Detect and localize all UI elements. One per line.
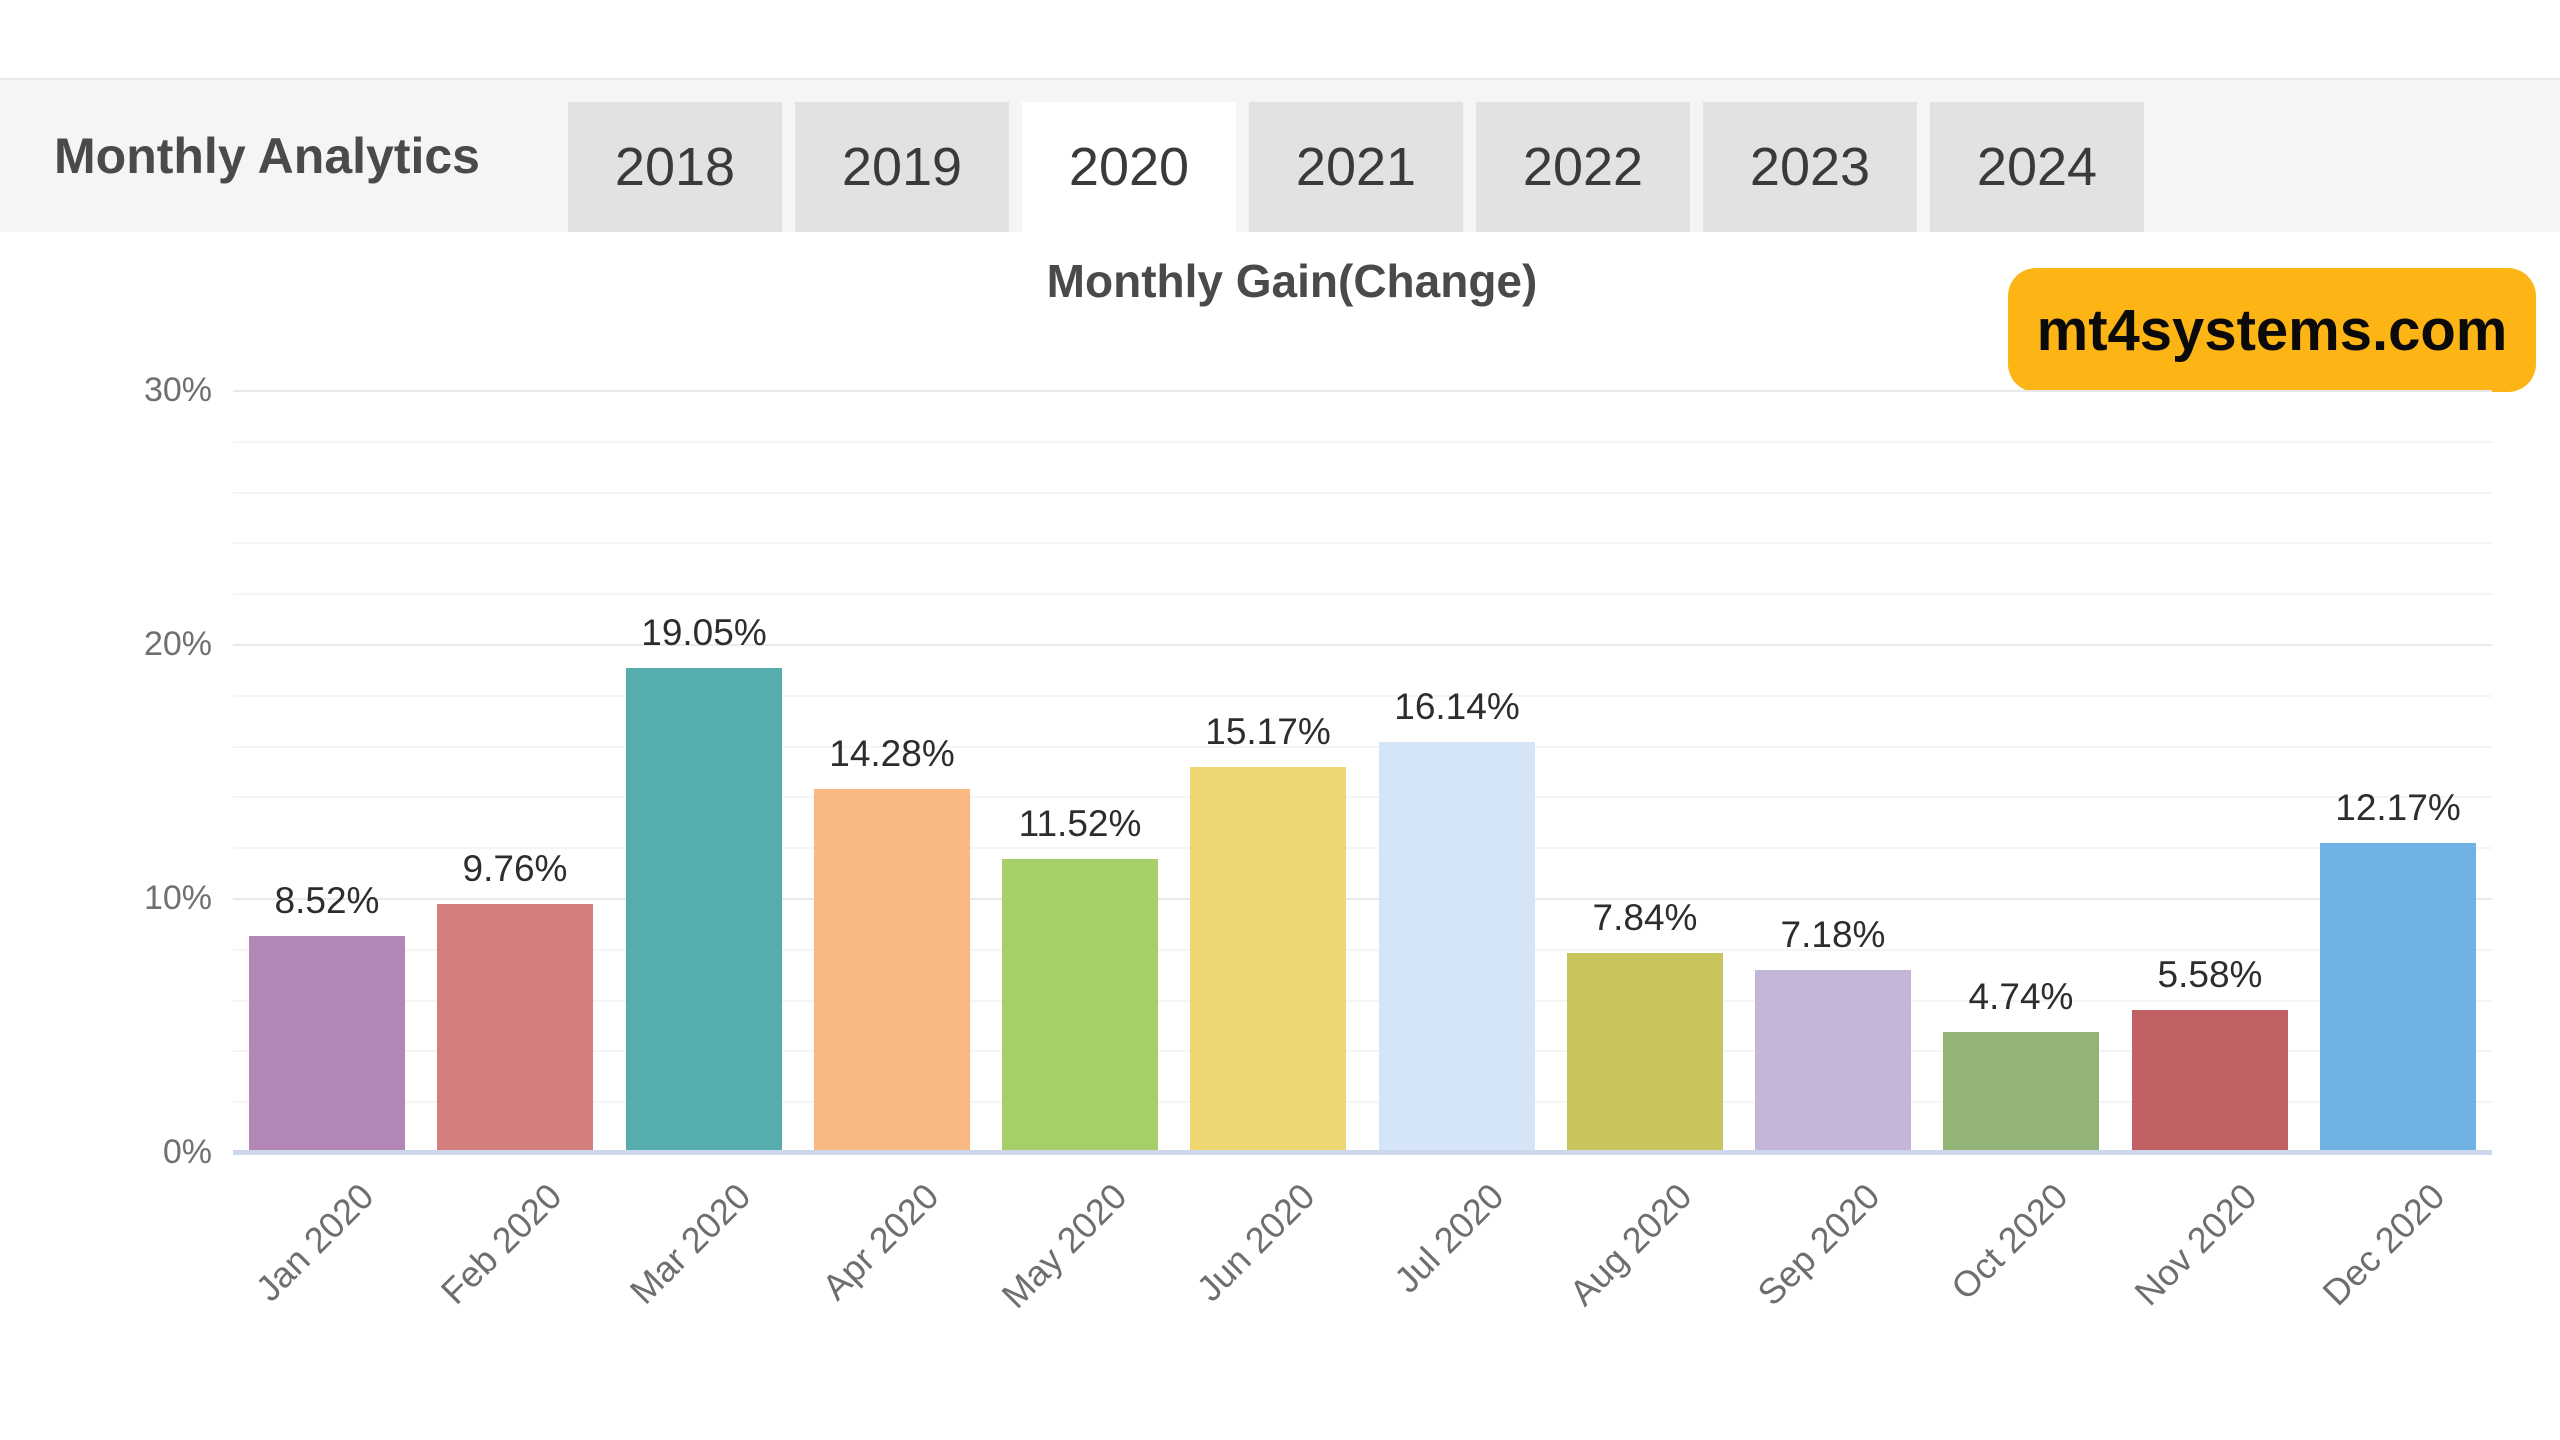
- gridline-minor: [233, 695, 2492, 697]
- x-axis-label: May 2020: [993, 1175, 1135, 1317]
- bar-value-label: 11.52%: [1018, 803, 1142, 844]
- y-axis-label: 30%: [143, 371, 212, 409]
- tab-2019[interactable]: 2019: [795, 102, 1009, 232]
- x-axis-label: Sep 2020: [1749, 1175, 1888, 1314]
- bar-value-label: 7.84%: [1592, 897, 1698, 938]
- bar-value-label: 19.05%: [641, 612, 767, 653]
- bar-apr-2020[interactable]: [814, 789, 970, 1152]
- gridline-minor: [233, 441, 2492, 443]
- x-axis-label: Feb 2020: [432, 1175, 570, 1312]
- bar-value-label: 14.28%: [829, 733, 955, 774]
- gridline-minor: [233, 1101, 2492, 1103]
- bar-value-label: 8.52%: [274, 880, 380, 921]
- y-axis-label: 0%: [162, 1133, 212, 1171]
- x-axis-line: [233, 1150, 2492, 1155]
- gridline-major: [233, 898, 2492, 900]
- bar-value-label: 12.17%: [2335, 787, 2461, 828]
- bar-nov-2020[interactable]: [2132, 1010, 2288, 1152]
- bar-value-label: 9.76%: [462, 848, 568, 889]
- gridline-minor: [233, 542, 2492, 544]
- gridline-minor: [233, 949, 2492, 951]
- gridline-minor: [233, 593, 2492, 595]
- x-axis-label: Jun 2020: [1188, 1175, 1323, 1310]
- y-axis-label: 20%: [143, 625, 212, 663]
- bar-dec-2020[interactable]: [2320, 843, 2476, 1152]
- bar-value-label: 7.18%: [1780, 914, 1886, 955]
- gridline-minor: [233, 1050, 2492, 1052]
- bar-mar-2020[interactable]: [626, 668, 782, 1152]
- x-axis-label: Nov 2020: [2126, 1175, 2265, 1314]
- bar-value-label: 5.58%: [2157, 954, 2263, 995]
- gridline-minor: [233, 796, 2492, 798]
- header-bar: Monthly Analytics 2018 2019 2020 2021 2022 20…: [0, 78, 2560, 232]
- gridline-minor: [233, 492, 2492, 494]
- bar-jul-2020[interactable]: [1379, 742, 1535, 1152]
- tab-2021[interactable]: 2021: [1249, 102, 1463, 232]
- bar-sep-2020[interactable]: [1755, 970, 1911, 1152]
- tab-2023[interactable]: 2023: [1703, 102, 1917, 232]
- bar-may-2020[interactable]: [1002, 859, 1158, 1152]
- page-title: Monthly Analytics: [54, 128, 480, 184]
- x-axis-label: Aug 2020: [1561, 1175, 1700, 1314]
- tab-2020[interactable]: 2020: [1022, 102, 1236, 232]
- bar-feb-2020[interactable]: [437, 904, 593, 1152]
- tab-2018[interactable]: 2018: [568, 102, 782, 232]
- x-axis-label: Oct 2020: [1942, 1175, 2076, 1308]
- bar-value-label: 4.74%: [1968, 976, 2074, 1017]
- gridline-minor: [233, 746, 2492, 748]
- gridline-minor: [233, 847, 2492, 849]
- bar-jun-2020[interactable]: [1190, 767, 1346, 1152]
- x-axis-label: Dec 2020: [2314, 1175, 2453, 1314]
- bar-aug-2020[interactable]: [1567, 953, 1723, 1152]
- bar-value-label: 16.14%: [1394, 686, 1520, 727]
- bar-value-label: 15.17%: [1205, 711, 1331, 752]
- y-axis-label: 10%: [143, 879, 212, 917]
- watermark-badge: mt4systems.com: [2008, 268, 2536, 392]
- chart-title: Monthly Gain(Change): [1046, 255, 1538, 307]
- tab-2024[interactable]: 2024: [1930, 102, 2144, 232]
- bar-jan-2020[interactable]: [249, 936, 405, 1152]
- x-axis-label: Apr 2020: [813, 1175, 947, 1308]
- gridline-major: [233, 644, 2492, 646]
- x-axis-label: Jan 2020: [247, 1175, 382, 1310]
- tab-2022[interactable]: 2022: [1476, 102, 1690, 232]
- x-axis-label: Mar 2020: [621, 1175, 759, 1312]
- year-tabs: 2018 2019 2020 2021 2022 2023 2024: [568, 102, 2144, 232]
- bar-oct-2020[interactable]: [1943, 1032, 2099, 1152]
- gridline-major: [233, 390, 2492, 392]
- gridline-minor: [233, 1000, 2492, 1002]
- x-axis-label: Jul 2020: [1386, 1175, 1512, 1301]
